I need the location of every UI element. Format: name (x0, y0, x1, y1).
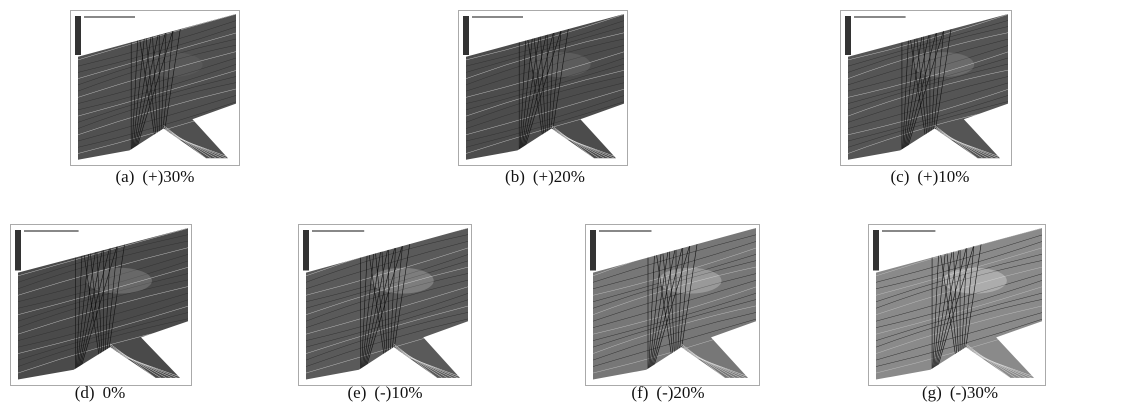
caption-label: (g) (922, 383, 942, 402)
caption-caption: (+)20% (532, 167, 585, 186)
caption-label: (e) (347, 383, 367, 402)
simulation-image (10, 224, 192, 386)
caption: (c) (+)10% (891, 167, 970, 187)
caption: (a) (+)30% (116, 167, 195, 187)
caption-caption: (-)30% (949, 383, 998, 402)
caption-caption: 0% (102, 383, 126, 402)
caption-caption: (-)10% (374, 383, 423, 402)
caption-label: (f) (631, 383, 649, 402)
simulation-image (585, 224, 760, 386)
caption: (f) (-)20% (631, 383, 704, 403)
caption-caption: (+)10% (917, 167, 970, 186)
simulation-image (840, 10, 1012, 166)
simulation-image (70, 10, 240, 166)
caption-caption: (-)20% (656, 383, 705, 402)
caption-label: (d) (74, 383, 95, 402)
simulation-image (458, 10, 628, 166)
simulation-image (868, 224, 1046, 386)
caption: (g) (-)30% (922, 383, 998, 403)
caption-caption: (+)30% (142, 167, 195, 186)
caption: (d) 0% (75, 383, 126, 403)
caption: (b) (+)20% (505, 167, 585, 187)
caption-label: (c) (890, 167, 910, 186)
caption-label: (b) (505, 167, 525, 186)
simulation-image (298, 224, 472, 386)
caption-label: (a) (115, 167, 135, 186)
caption: (e) (-)10% (347, 383, 422, 403)
